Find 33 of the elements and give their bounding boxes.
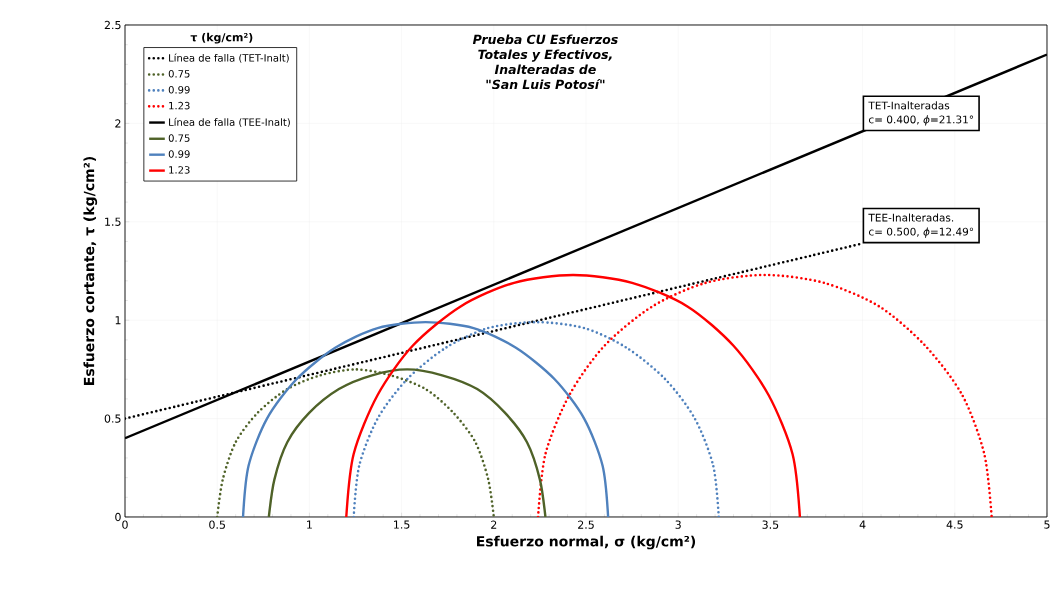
- y-tick-label: 2: [115, 119, 121, 128]
- legend-label: Línea de falla (TEE-Inalt): [169, 117, 290, 128]
- x-tick-label: 3.5: [762, 520, 779, 529]
- legend-label: 0.75: [168, 70, 190, 78]
- legend-label: 0.99: [168, 85, 190, 94]
- x-tick-label: 1: [307, 520, 312, 529]
- legend-label: 0.75: [168, 134, 190, 142]
- annotation: c= 0.500, ϕ=12.49°: [868, 227, 974, 238]
- y-axis-title: Esfuerzo cortante, τ (kg/cm²): [83, 157, 98, 385]
- annotation: c= 0.400, ϕ=21.31°: [868, 115, 974, 126]
- x-tick-label: 0.5: [209, 520, 225, 529]
- x-tick-label: 3: [675, 520, 681, 529]
- legend-label: 0.99: [168, 150, 190, 158]
- y-tick-label: 1.5: [105, 217, 121, 226]
- x-tick-label: 0: [122, 520, 128, 529]
- x-tick-label: 2.5: [578, 520, 594, 529]
- y-tick-label: 1: [115, 316, 121, 325]
- y-tick-label: 0: [115, 512, 121, 522]
- legend-label: Línea de falla (TET-Inalt): [169, 53, 289, 63]
- x-tick-label: 5: [1044, 520, 1050, 529]
- legend-label: 1.23: [169, 166, 190, 174]
- x-tick-label: 4: [859, 520, 866, 529]
- y-tick-label: 0.5: [104, 414, 121, 423]
- y-tick-label: 2.5: [104, 20, 121, 30]
- x-tick-label: 4.5: [946, 520, 963, 529]
- x-tick-label: 2: [491, 520, 497, 529]
- legend-title: τ (kg/cm²): [190, 32, 253, 44]
- x-axis-title: Esfuerzo normal, σ (kg/cm²): [477, 535, 696, 550]
- legend-label: 1.23: [169, 101, 190, 110]
- annotation: TEE-Inalteradas.: [868, 213, 954, 222]
- annotation: TET-Inalteradas: [868, 101, 950, 110]
- x-tick-label: 1.5: [394, 520, 410, 529]
- text: Prueba CU Esfuerzos Totales y Efectivos, Inalteradas de "San Luis Potosí": [472, 34, 618, 90]
